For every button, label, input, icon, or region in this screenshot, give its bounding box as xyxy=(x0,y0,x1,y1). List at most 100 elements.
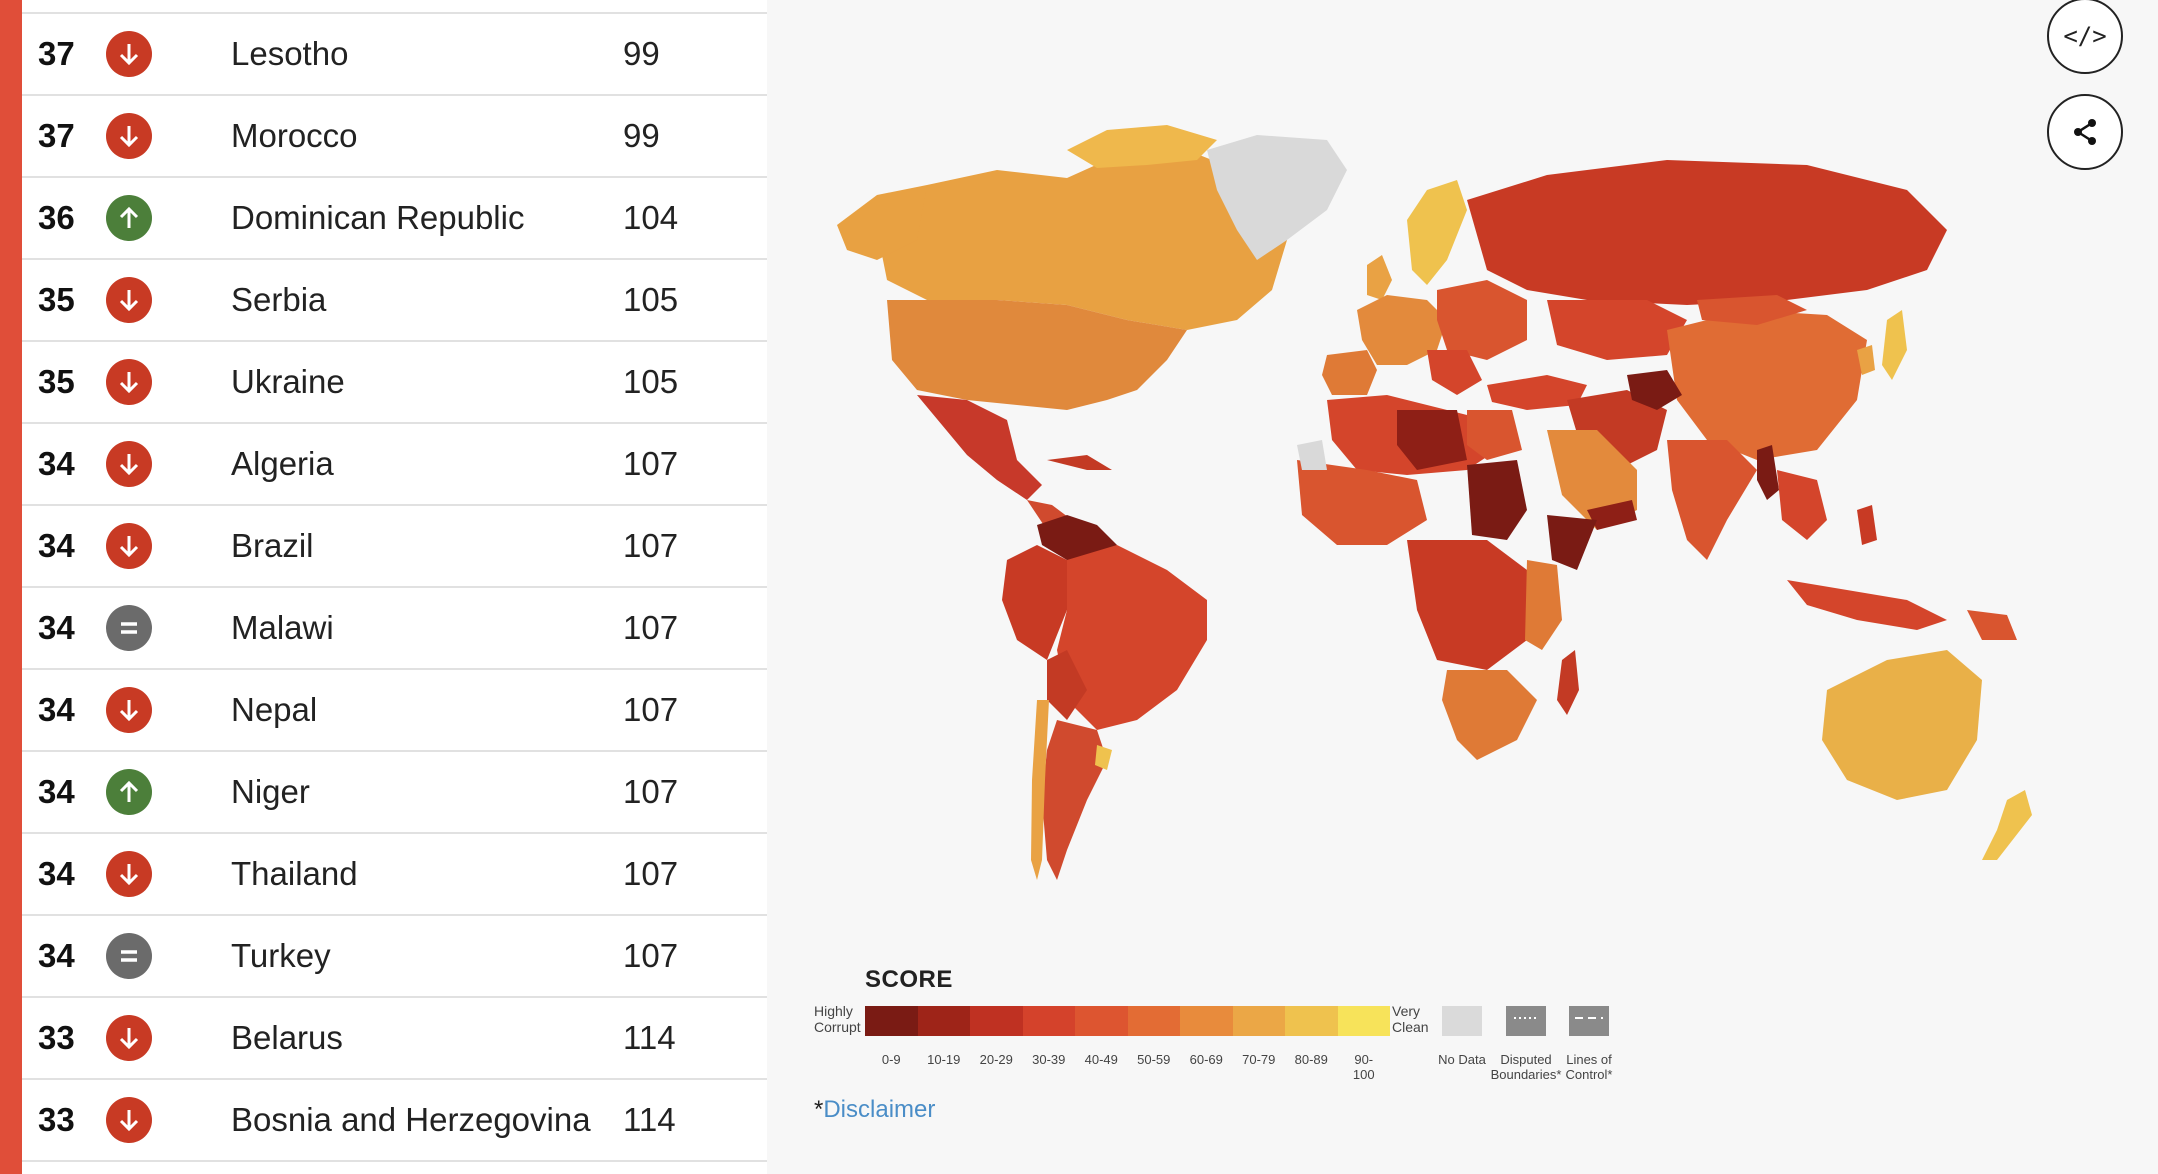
map-region-china[interactable] xyxy=(1667,310,1867,460)
cpi-score: 34 xyxy=(38,937,75,974)
table-divider xyxy=(22,12,767,14)
map-region-japan[interactable] xyxy=(1882,310,1907,380)
country-name[interactable]: Ukraine xyxy=(231,363,345,400)
map-region-usa[interactable] xyxy=(887,300,1187,410)
country-name[interactable]: Thailand xyxy=(231,855,358,892)
table-row[interactable]: 37 Lesotho 99 xyxy=(22,14,767,96)
map-region-balkans[interactable] xyxy=(1427,350,1482,395)
legend-disputed-line2: Boundaries* xyxy=(1490,1067,1562,1082)
map-region-mexico[interactable] xyxy=(917,395,1042,500)
map-region-mongolia[interactable] xyxy=(1697,295,1807,325)
legend-swatch xyxy=(1127,1006,1180,1036)
legend-low-label-line1: Highly xyxy=(814,1003,853,1019)
country-name[interactable]: Algeria xyxy=(231,445,334,482)
map-region-libya[interactable] xyxy=(1397,410,1467,470)
map-region-horn-of-africa[interactable] xyxy=(1547,515,1597,570)
map-region-papua[interactable] xyxy=(1967,610,2017,640)
map-region-myanmar[interactable] xyxy=(1757,445,1779,500)
country-name[interactable]: Nepal xyxy=(231,691,318,728)
table-row[interactable]: 35 Serbia 105 xyxy=(22,260,767,342)
table-row[interactable]: 34 Niger 107 xyxy=(22,752,767,834)
code-icon: </> xyxy=(2063,22,2107,50)
table-row[interactable]: 34 Nepal 107 xyxy=(22,670,767,752)
map-region-argentina[interactable] xyxy=(1042,720,1107,880)
map-region-southeast-asia[interactable] xyxy=(1777,470,1827,540)
map-region-central-africa[interactable] xyxy=(1407,540,1527,670)
cpi-score: 34 xyxy=(38,527,75,564)
table-row[interactable]: 34 Malawi 107 xyxy=(22,588,767,670)
map-region-australia[interactable] xyxy=(1822,650,1982,800)
map-region-yemen[interactable] xyxy=(1587,500,1637,530)
map-region-kazakhstan[interactable] xyxy=(1547,300,1687,360)
map-region-russia[interactable] xyxy=(1467,160,1947,305)
map-region-uruguay[interactable] xyxy=(1095,745,1112,770)
country-name[interactable]: Bosnia and Herzegovina xyxy=(231,1101,591,1138)
map-region-colombia-peru[interactable] xyxy=(1002,545,1067,660)
map-region-egypt[interactable] xyxy=(1467,410,1522,460)
table-row[interactable]: 34 Algeria 107 xyxy=(22,424,767,506)
map-region-madagascar[interactable] xyxy=(1557,650,1579,715)
world-map-svg[interactable] xyxy=(767,0,2158,1174)
country-name[interactable]: Dominican Republic xyxy=(231,199,525,236)
map-region-east-africa[interactable] xyxy=(1525,560,1562,650)
table-row[interactable]: 34 Turkey 107 xyxy=(22,916,767,998)
map-region-philippines[interactable] xyxy=(1857,505,1877,545)
map-region-southern-africa[interactable] xyxy=(1442,670,1537,760)
cpi-score: 34 xyxy=(38,609,75,646)
arrow-down-icon xyxy=(106,31,152,77)
share-button[interactable] xyxy=(2047,94,2123,170)
map-region-scandinavia[interactable] xyxy=(1407,180,1467,285)
legend-no-data-label: No Data xyxy=(1438,1052,1486,1067)
table-row[interactable]: 37 Morocco 99 xyxy=(22,96,767,178)
map-region-alaska[interactable] xyxy=(837,185,927,260)
cpi-score: 35 xyxy=(38,281,75,318)
cpi-score: 37 xyxy=(38,117,75,154)
legend-lines-line2: Control* xyxy=(1565,1067,1613,1082)
table-row[interactable]: 35 Ukraine 105 xyxy=(22,342,767,424)
ranking-list: 37 Lesotho 99 37 Morocco 99 36 Dominican… xyxy=(22,0,767,1174)
map-region-venezuela[interactable] xyxy=(1037,515,1117,560)
map-region-bolivia[interactable] xyxy=(1047,650,1087,720)
map-region-korea[interactable] xyxy=(1857,345,1875,375)
disclaimer-link[interactable]: Disclaimer xyxy=(823,1096,936,1123)
country-name[interactable]: Brazil xyxy=(231,527,314,564)
share-icon xyxy=(2074,119,2096,145)
map-region-chile[interactable] xyxy=(1031,700,1049,880)
map-region-brazil[interactable] xyxy=(1057,545,1207,730)
country-name[interactable]: Belarus xyxy=(231,1019,343,1056)
disclaimer-star: * xyxy=(814,1096,824,1123)
country-rank: 104 xyxy=(623,199,679,236)
country-name[interactable]: Lesotho xyxy=(231,35,349,72)
legend-swatch xyxy=(1075,1006,1128,1036)
table-row[interactable]: 33 Belarus 114 xyxy=(22,998,767,1080)
embed-button[interactable]: </> xyxy=(2047,0,2123,74)
table-row[interactable]: 33 Bosnia and Herzegovina 114 xyxy=(22,1080,767,1162)
map-region-cuba[interactable] xyxy=(1047,455,1112,470)
country-name[interactable]: Morocco xyxy=(231,117,358,154)
map-region-western-sahara[interactable] xyxy=(1297,440,1327,470)
country-name[interactable]: Niger xyxy=(231,773,310,810)
world-map[interactable] xyxy=(767,0,2158,1174)
map-region-eastern-europe[interactable] xyxy=(1437,280,1527,360)
map-region-uk[interactable] xyxy=(1367,255,1392,300)
map-region-iberia[interactable] xyxy=(1322,350,1377,395)
map-region-greenland[interactable] xyxy=(1207,135,1347,260)
map-region-sudan[interactable] xyxy=(1467,460,1527,540)
map-region-western-europe[interactable] xyxy=(1357,295,1447,365)
map-region-arctic-canada[interactable] xyxy=(1067,125,1217,168)
country-name[interactable]: Serbia xyxy=(231,281,327,318)
map-region-turkey[interactable] xyxy=(1487,375,1587,410)
map-region-new-zealand[interactable] xyxy=(1982,790,2032,860)
country-name[interactable]: Turkey xyxy=(231,937,331,974)
country-rank: 107 xyxy=(623,445,679,482)
map-region-afghanistan[interactable] xyxy=(1627,370,1682,410)
map-region-indonesia[interactable] xyxy=(1787,580,1947,630)
map-region-canada[interactable] xyxy=(877,150,1287,330)
table-row[interactable]: 36 Dominican Republic 104 xyxy=(22,178,767,260)
country-rank: 114 xyxy=(623,1019,676,1056)
country-name[interactable]: Malawi xyxy=(231,609,334,646)
table-row[interactable]: 34 Thailand 107 xyxy=(22,834,767,916)
map-region-west-africa[interactable] xyxy=(1297,460,1427,545)
map-region-india[interactable] xyxy=(1667,440,1757,560)
table-row[interactable]: 34 Brazil 107 xyxy=(22,506,767,588)
